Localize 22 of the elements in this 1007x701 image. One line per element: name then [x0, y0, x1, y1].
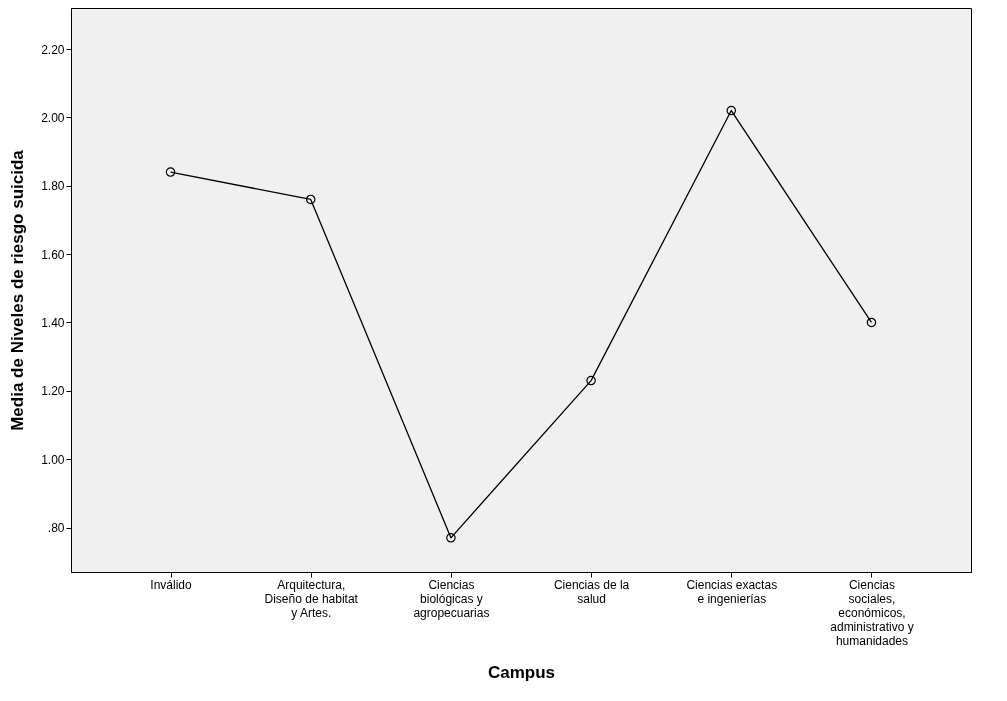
point	[165, 167, 176, 177]
y-tick-label: 2.00	[41, 110, 65, 125]
y-axis-title: Media de Niveles de riesgo suicida	[8, 149, 28, 431]
x-tick-label: Ciencias sociales, económicos, administrativo y humanidades	[830, 577, 914, 648]
y-tick-label: 1.00	[41, 452, 65, 467]
x-tick-label: Ciencias de la salud	[553, 577, 630, 606]
y-tick-label: 2.20	[41, 42, 65, 57]
point	[586, 375, 596, 386]
x-axis-title: Campus	[487, 662, 556, 682]
y-tick-label: 1.80	[41, 179, 65, 194]
x-tick-label: Inválido	[150, 577, 193, 592]
x-tick-label: Ciencias biológicas y agropecuarias	[413, 577, 490, 620]
x-tick-label: Ciencias exactas e ingenierías	[686, 577, 778, 606]
x-tick-label: Arquitectura, Diseño de habitat y Artes.	[264, 577, 359, 620]
y-tick-label: .80	[47, 521, 65, 536]
y-tick-label: 1.60	[41, 247, 65, 262]
y-tick-label: 1.40	[41, 315, 65, 330]
point	[446, 533, 456, 543]
point	[305, 194, 316, 205]
point	[726, 105, 737, 116]
point	[866, 317, 877, 328]
y-tick-label: 1.20	[41, 384, 65, 399]
